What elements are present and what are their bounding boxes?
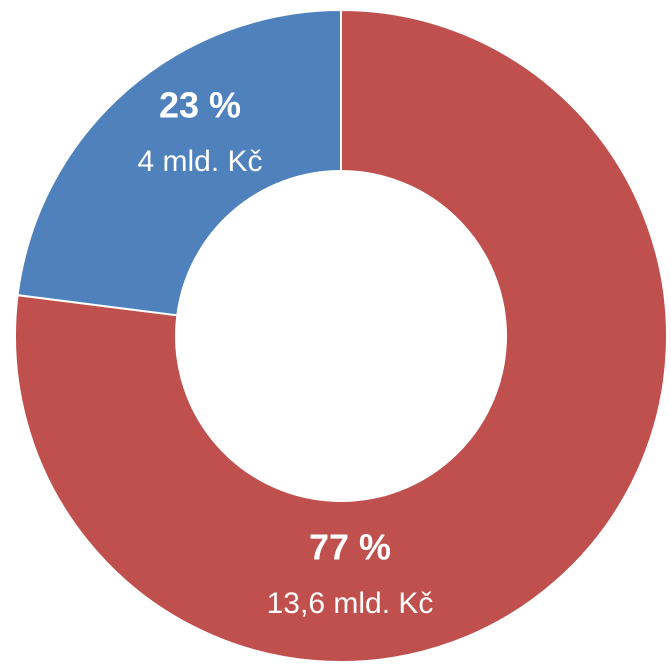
percent-label: 23 %: [159, 85, 241, 126]
percent-label: 77 %: [309, 527, 391, 568]
donut-slice: [14, 8, 668, 663]
amount-label: 13,6 mld. Kč: [267, 587, 434, 620]
donut-slice: [16, 8, 342, 317]
amount-label: 4 mld. Kč: [137, 145, 262, 178]
